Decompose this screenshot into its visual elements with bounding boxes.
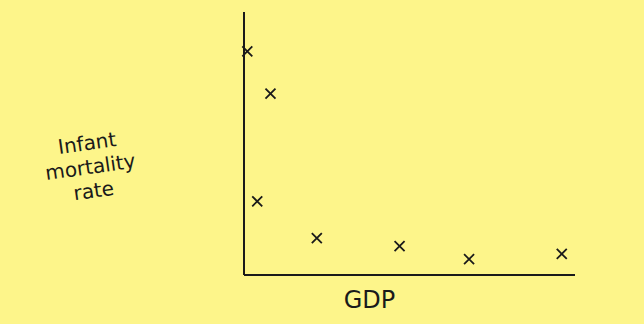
point bbox=[265, 89, 275, 99]
point bbox=[395, 241, 405, 251]
point bbox=[252, 196, 262, 206]
y-axis bbox=[243, 12, 245, 275]
y-axis-title-line: rate bbox=[72, 176, 116, 205]
x-axis-title: GDP bbox=[344, 286, 396, 314]
point bbox=[242, 46, 252, 56]
y-axis-title: Infantmortalityrate bbox=[40, 125, 140, 209]
point bbox=[312, 233, 322, 243]
chart: GDP Infantmortalityrate bbox=[0, 0, 644, 324]
point bbox=[557, 249, 567, 259]
point bbox=[464, 254, 474, 264]
background bbox=[0, 0, 644, 324]
x-axis bbox=[244, 274, 575, 276]
points bbox=[242, 46, 566, 264]
